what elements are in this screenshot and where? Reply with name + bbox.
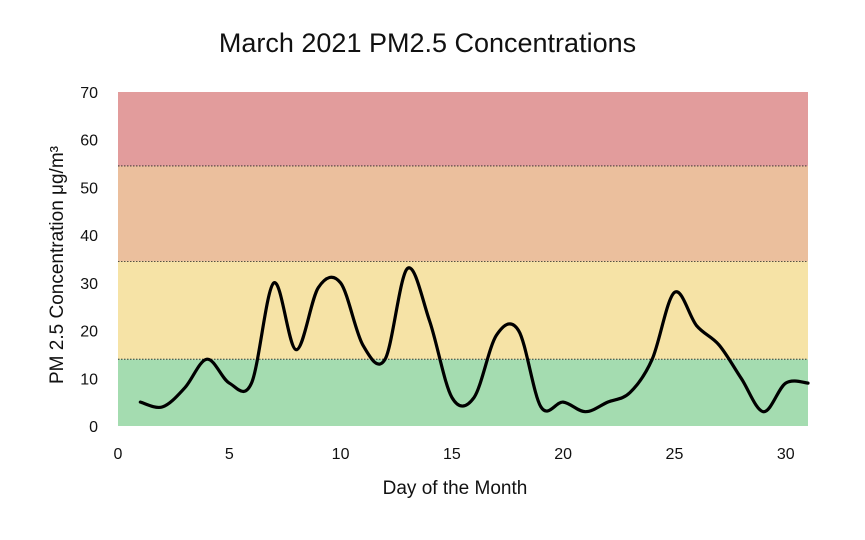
x-tick-label: 5 xyxy=(225,446,234,463)
y-tick-label: 40 xyxy=(80,228,98,245)
y-tick-label: 30 xyxy=(80,276,98,293)
y-tick-label: 0 xyxy=(89,419,98,436)
chart-title: March 2021 PM2.5 Concentrations xyxy=(218,28,637,58)
band-1 xyxy=(118,261,808,360)
x-tick-label: 25 xyxy=(666,446,684,463)
y-tick-label: 60 xyxy=(80,133,98,150)
y-tick-label: 10 xyxy=(80,371,98,388)
series-line-0 xyxy=(138,266,810,414)
band-0 xyxy=(118,359,808,426)
x-axis-label: Day of the Month xyxy=(382,478,528,499)
y-tick-label: 70 xyxy=(80,85,98,102)
band-3 xyxy=(118,92,808,166)
x-tick-label: 30 xyxy=(777,446,795,463)
x-tick-label: 15 xyxy=(443,446,461,463)
x-tick-label: 10 xyxy=(332,446,350,463)
x-tick-label: 20 xyxy=(554,446,572,463)
y-tick-label: 50 xyxy=(80,180,98,197)
x-tick-label: 0 xyxy=(114,446,123,463)
band-2 xyxy=(118,165,808,262)
y-tick-label: 20 xyxy=(80,324,98,341)
